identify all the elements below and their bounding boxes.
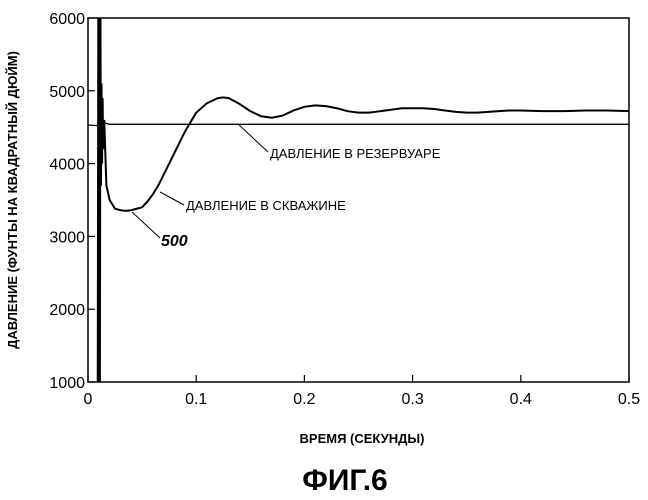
series-line-reservoir-pressure [88,123,629,126]
x-axis-ticks: 0 0.1 0.2 0.3 0.4 0.5 [84,375,641,408]
y-axis-title: ДАВЛЕНИЕ (ФУНТЫ НА КВАДРАТНЫЙ ДЮЙМ) [5,51,20,349]
y-tick-label: 5000 [49,84,85,101]
x-tick-label: 0.5 [618,391,640,408]
y-tick-label: 3000 [49,229,85,246]
annotation-reservoir-pressure: ДАВЛЕНИЕ В РЕЗЕРВУАРЕ [270,146,441,161]
x-tick-label: 0.2 [293,391,315,408]
x-axis-title: ВРЕМЯ (СЕКУНДЫ) [300,431,425,446]
y-tick-label: 6000 [49,11,85,28]
annotation-well-pressure: ДАВЛЕНИЕ В СКВАЖИНЕ [186,198,346,213]
x-tick-label: 0.1 [185,391,207,408]
x-tick-label: 0.3 [401,391,423,408]
plot-frame [88,18,629,382]
x-tick-label: 0.4 [510,391,532,408]
x-tick-label: 0 [84,391,93,408]
y-tick-label: 4000 [49,157,85,174]
pressure-chart: 0 0.1 0.2 0.3 0.4 0.5 1000 2000 3000 4000 5000 600… [0,0,648,500]
figure-title: ФИГ.6 [302,464,387,497]
annotation-leader-reservoir [238,124,268,152]
annotation-leader-500 [132,212,160,238]
annotation-ref-500: 500 [161,233,188,250]
series-line-well-pressure [98,18,629,382]
y-tick-label: 2000 [49,302,85,319]
y-tick-label: 1000 [49,375,85,392]
annotation-leader-well [160,192,184,205]
